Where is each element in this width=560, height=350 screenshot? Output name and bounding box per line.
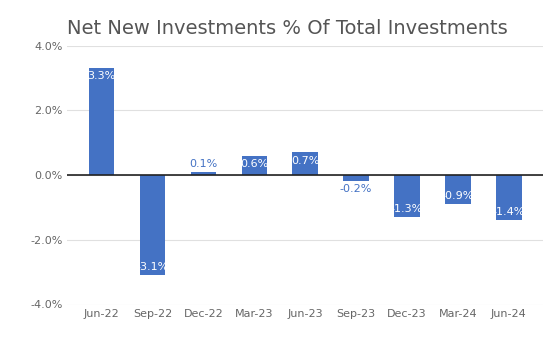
Bar xyxy=(190,172,216,175)
Text: 0.6%: 0.6% xyxy=(240,159,268,169)
Bar xyxy=(292,152,318,175)
Text: -3.1%: -3.1% xyxy=(136,262,169,272)
Text: -0.2%: -0.2% xyxy=(340,184,372,194)
Bar xyxy=(140,175,165,275)
Bar xyxy=(394,175,420,217)
Text: 3.3%: 3.3% xyxy=(87,71,116,82)
Text: -1.4%: -1.4% xyxy=(493,207,525,217)
Text: 0.1%: 0.1% xyxy=(189,159,217,169)
Text: 0.7%: 0.7% xyxy=(291,155,319,166)
Bar xyxy=(445,175,470,204)
Text: Net New Investments % Of Total Investments: Net New Investments % Of Total Investmen… xyxy=(67,19,508,38)
Bar xyxy=(343,175,369,181)
Text: -0.9%: -0.9% xyxy=(442,191,474,201)
Bar xyxy=(241,155,267,175)
Bar xyxy=(89,68,114,175)
Bar xyxy=(496,175,521,220)
Text: -1.3%: -1.3% xyxy=(391,204,423,214)
